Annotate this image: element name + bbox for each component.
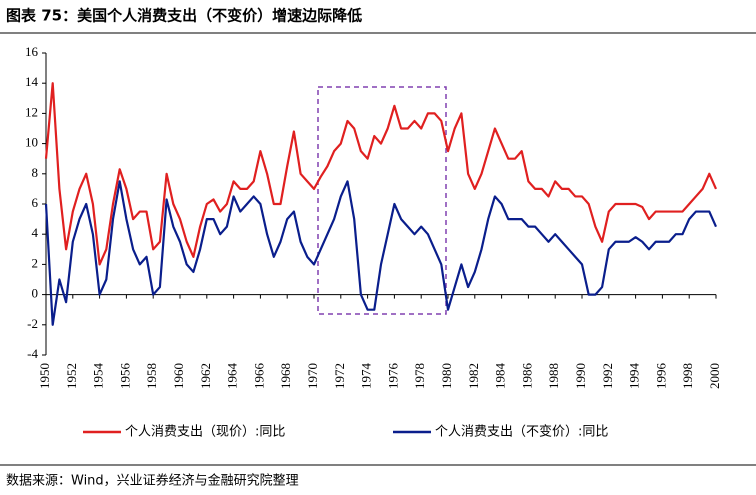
y-tick-label: 0 xyxy=(32,286,39,301)
x-tick-label: 1958 xyxy=(144,363,159,389)
x-tick-label: 1978 xyxy=(412,363,427,389)
source-note: 数据来源：Wind，兴业证券经济与金融研究院整理 xyxy=(6,473,299,489)
series-line xyxy=(44,82,718,266)
x-tick-label: 1950 xyxy=(37,363,52,389)
legend-label: 个人消费支出（现价）:同比 xyxy=(125,425,285,440)
y-tick-label: 4 xyxy=(32,225,39,240)
x-tick-label: 1970 xyxy=(305,363,320,389)
x-tick-label: 1960 xyxy=(171,363,186,389)
x-tick-label: 1986 xyxy=(519,363,534,390)
x-tick-label: 1976 xyxy=(385,363,400,390)
y-tick-label: 8 xyxy=(32,165,39,180)
x-tick-label: 1980 xyxy=(439,363,454,389)
x-tick-label: 2000 xyxy=(707,363,722,389)
y-tick-label: 12 xyxy=(25,104,38,119)
x-tick-label: 1996 xyxy=(653,363,668,390)
x-tick-label: 1952 xyxy=(64,363,79,389)
y-tick-label: -2 xyxy=(27,316,38,331)
x-tick-label: 1988 xyxy=(546,363,561,389)
y-tick-label: 14 xyxy=(25,74,39,89)
x-tick-label: 1964 xyxy=(225,363,240,390)
chart-title: 图表 75：美国个人消费支出（不变价）增速边际降低 xyxy=(6,7,362,25)
x-tick-label: 1956 xyxy=(117,363,132,390)
y-tick-label: 16 xyxy=(25,44,39,59)
x-tick-label: 1974 xyxy=(359,363,374,390)
y-tick-label: 2 xyxy=(32,255,39,270)
x-tick-label: 1954 xyxy=(91,363,106,390)
x-tick-label: 1984 xyxy=(493,362,508,389)
y-tick-label: -4 xyxy=(27,346,38,361)
y-tick-label: 10 xyxy=(25,135,38,150)
x-tick-label: 1962 xyxy=(198,363,213,389)
x-tick-label: 1968 xyxy=(278,363,293,389)
x-tick-label: 1998 xyxy=(680,363,695,389)
x-tick-label: 1966 xyxy=(251,363,266,390)
x-tick-label: 1972 xyxy=(332,363,347,389)
x-tick-label: 1990 xyxy=(573,363,588,389)
legend-label: 个人消费支出（不变价）:同比 xyxy=(435,424,608,440)
series-line xyxy=(44,180,718,326)
x-tick-label: 1982 xyxy=(466,363,481,389)
x-tick-label: 1992 xyxy=(600,363,615,389)
y-tick-label: 6 xyxy=(32,195,39,210)
x-tick-label: 1994 xyxy=(627,363,642,390)
highlight-box xyxy=(317,86,447,315)
